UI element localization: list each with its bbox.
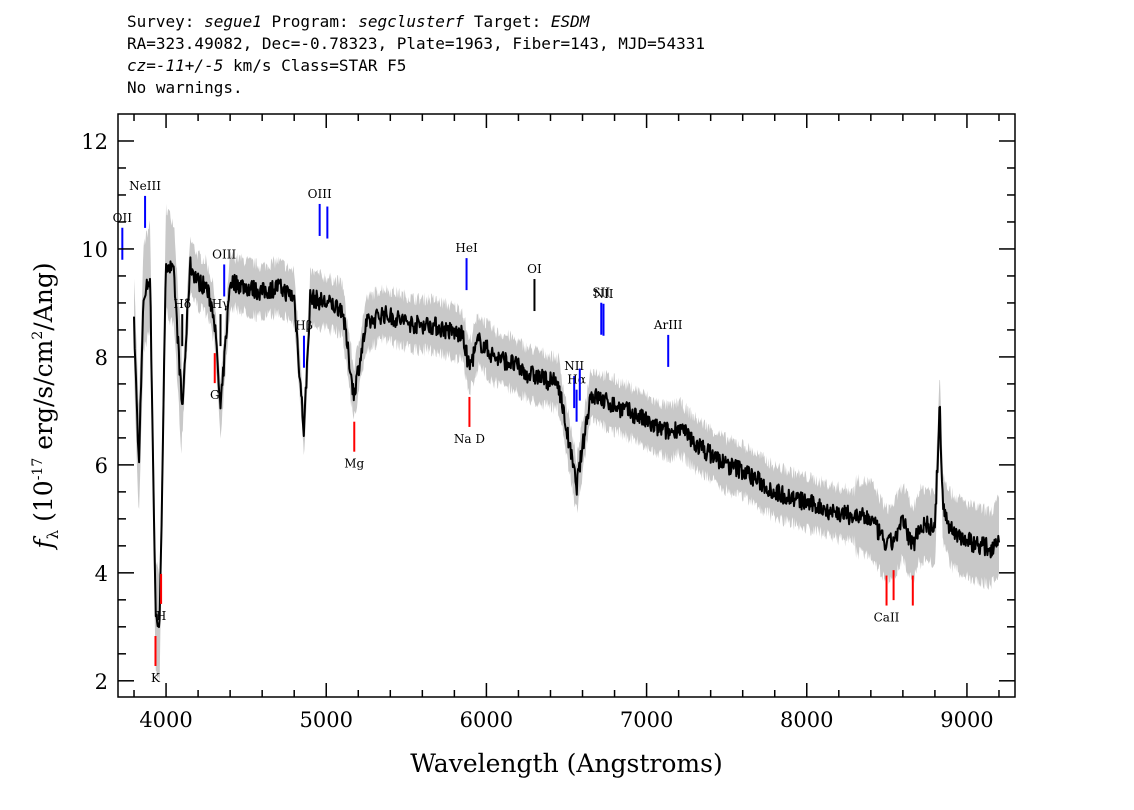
header-line-survey: Survey: segue1 Program: segclusterf Targ… bbox=[127, 11, 705, 33]
emission-line-label: ArIII bbox=[653, 318, 683, 332]
emission-line-label: NII bbox=[594, 287, 614, 301]
x-tick-label: 7000 bbox=[620, 708, 673, 732]
y-tick-label: 6 bbox=[95, 454, 108, 478]
emission-line-label: SII bbox=[592, 286, 610, 300]
x-tick-label: 8000 bbox=[780, 708, 833, 732]
header-line-redshift: cz=-11+/-5 km/s Class=STAR F5 bbox=[127, 55, 705, 77]
emission-line-label: HeI bbox=[455, 241, 478, 255]
absorption-line-label: H bbox=[156, 609, 166, 623]
survey-label: Survey: bbox=[127, 12, 195, 31]
emission-line-label: OIII bbox=[308, 187, 332, 201]
emission-line-label: Hβ bbox=[295, 319, 312, 333]
x-tick-label: 4000 bbox=[139, 708, 192, 732]
y-tick-label: 10 bbox=[81, 238, 108, 262]
class-value: km/s Class=STAR F5 bbox=[223, 56, 407, 75]
target-label: Target: bbox=[473, 12, 542, 31]
x-tick-label: 6000 bbox=[460, 708, 513, 732]
error-band-area bbox=[134, 203, 999, 684]
absorption-line-label: K bbox=[151, 671, 161, 685]
absorption-line-label: G bbox=[210, 388, 220, 402]
absorption-line-label: Na D bbox=[454, 432, 485, 446]
flux-series bbox=[133, 256, 1000, 629]
x-axis-title: Wavelength (Angstroms) bbox=[410, 749, 722, 778]
error-band bbox=[134, 203, 999, 684]
x-tick-label: 5000 bbox=[300, 708, 353, 732]
emission-line-label: NII bbox=[564, 359, 584, 373]
y-tick-label: 12 bbox=[81, 130, 108, 154]
y-tick-label: 4 bbox=[95, 562, 108, 586]
y-axis-title: fλ (10-17 erg/s/cm2/Ang) bbox=[29, 262, 62, 550]
x-tick-label: 9000 bbox=[940, 708, 993, 732]
target-value: ESDM bbox=[550, 12, 590, 31]
absorption-line-label: CaII bbox=[874, 611, 900, 625]
program-value: segclusterf bbox=[358, 12, 465, 31]
absorption-line-label: Mg bbox=[344, 457, 364, 471]
spectrum-header: Survey: segue1 Program: segclusterf Targ… bbox=[127, 11, 705, 99]
survey-value: segue1 bbox=[204, 12, 262, 31]
emission-line-label: Hγ bbox=[212, 297, 230, 311]
cz-value: cz=-11+/-5 bbox=[127, 56, 224, 75]
emission-line-label: NeIII bbox=[129, 179, 161, 193]
emission-line-label: OIII bbox=[212, 247, 236, 261]
program-label: Program: bbox=[271, 12, 349, 31]
y-tick-label: 2 bbox=[95, 670, 108, 694]
plot-frame bbox=[117, 113, 1016, 698]
y-tick-label: 8 bbox=[95, 346, 108, 370]
flux-line bbox=[133, 256, 1000, 629]
emission-line-label: Hα bbox=[567, 373, 586, 387]
emission-line-label: OI bbox=[527, 262, 542, 276]
header-line-coords: RA=323.49082, Dec=-0.78323, Plate=1963, … bbox=[127, 34, 705, 53]
emission-line-label: Hδ bbox=[173, 297, 191, 311]
axis-ticks: 4000 5000 6000 7000 8000 9000 2 4 6 8 10 12 bbox=[81, 114, 1015, 732]
header-line-warnings: No warnings. bbox=[127, 78, 243, 97]
